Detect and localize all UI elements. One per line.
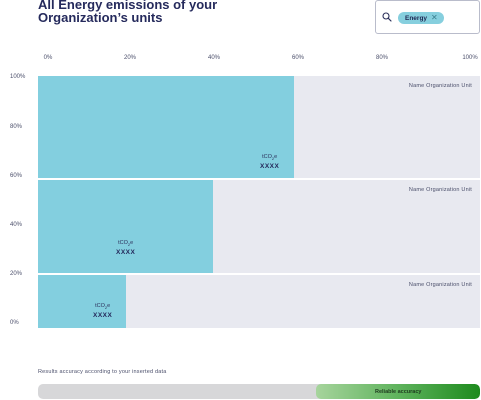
emission-value: XXXX	[93, 312, 113, 320]
unit-label: tCO2e	[262, 154, 278, 162]
x-tick-label: 60%	[291, 55, 305, 61]
accuracy-label: Results accuracy according to your inser…	[38, 369, 167, 375]
y-tick-label: 0%	[10, 320, 19, 326]
filter-chip-label: Energy	[405, 14, 428, 22]
org-unit-value: tCO2e XXXX	[93, 303, 112, 320]
org-unit-value: tCO2e XXXX	[260, 154, 279, 171]
org-unit-row[interactable]: Name Organization Unit tCO2e XXXX	[38, 76, 480, 178]
y-tick-label: 80%	[10, 124, 23, 130]
y-tick-label: 40%	[10, 222, 23, 228]
org-unit-name: Name Organization Unit	[408, 187, 472, 193]
emission-value: XXXX	[116, 249, 136, 257]
org-unit-row[interactable]: Name Organization Unit tCO2e XXXX	[38, 275, 480, 328]
page-title-line-2: Organization’s units	[38, 10, 163, 25]
org-unit-emission-bar	[38, 76, 295, 178]
org-unit-row[interactable]: Name Organization Unit tCO2e XXXX	[38, 180, 480, 273]
search-icon	[382, 12, 392, 22]
x-tick-label: 20%	[123, 55, 137, 61]
org-unit-name: Name Organization Unit	[408, 282, 472, 288]
page-title-line-1: All Energy emissions of your	[38, 0, 218, 12]
accuracy-meter-fill: Reliable accuracy	[316, 384, 480, 399]
filter-chip-energy: Energy ✕	[398, 12, 444, 24]
filter-search-box[interactable]: Energy ✕	[375, 0, 480, 34]
accuracy-level-text: Reliable accuracy	[374, 388, 422, 395]
unit-label: tCO2e	[118, 240, 134, 248]
org-unit-value: tCO2e XXXX	[116, 240, 135, 257]
unit-label: tCO2e	[95, 303, 111, 311]
emission-value: XXXX	[260, 163, 280, 171]
x-tick-label: 40%	[207, 55, 221, 61]
x-tick-label: 100%	[462, 55, 478, 61]
y-tick-label: 20%	[10, 271, 23, 277]
page-title: All Energy emissions of your Organizatio…	[38, 0, 217, 24]
org-unit-emission-bar	[38, 180, 213, 273]
x-tick-label: 0%	[43, 55, 53, 61]
y-tick-label: 100%	[10, 74, 26, 80]
close-icon[interactable]: ✕	[431, 13, 438, 22]
x-tick-label: 80%	[375, 55, 389, 61]
accuracy-meter: Reliable accuracy	[38, 384, 480, 399]
y-tick-label: 60%	[10, 173, 23, 179]
org-unit-name: Name Organization Unit	[408, 83, 472, 89]
org-unit-emission-bar	[38, 275, 127, 328]
